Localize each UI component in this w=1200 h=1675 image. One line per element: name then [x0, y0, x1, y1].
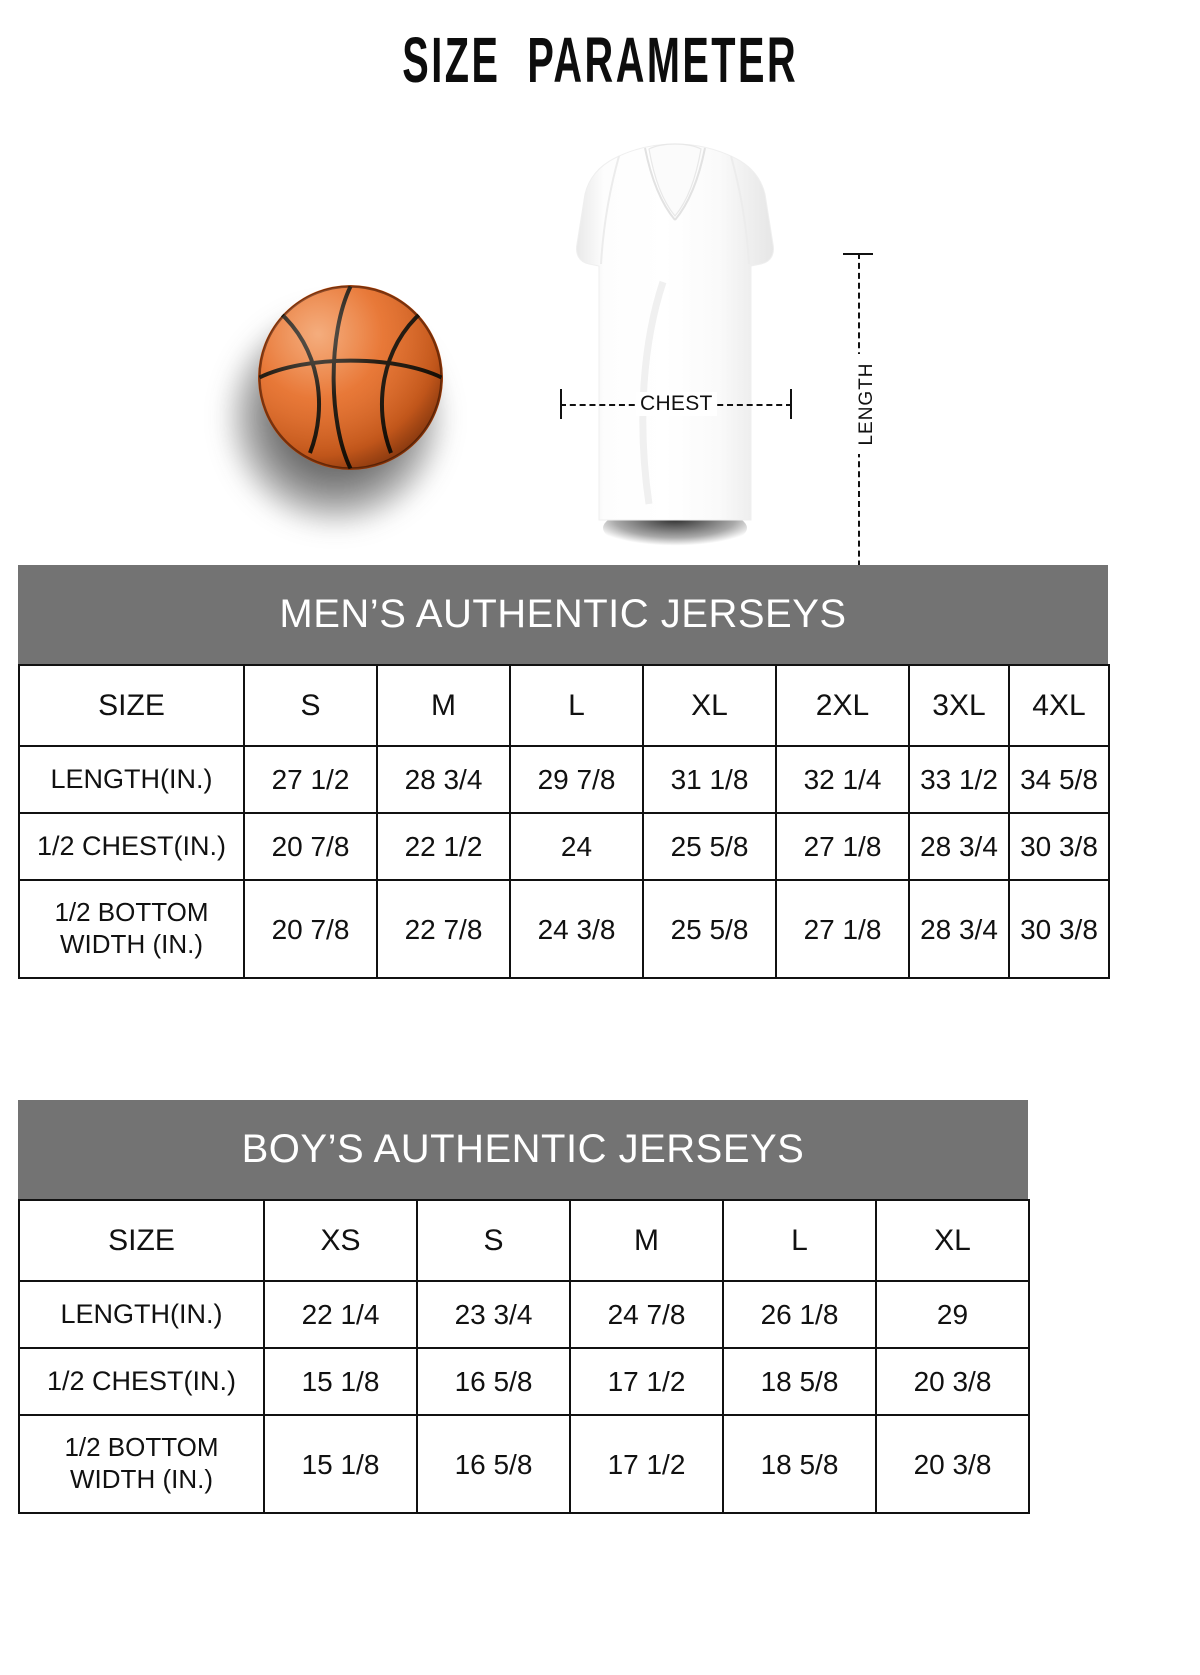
col-header-s: S [243, 663, 378, 748]
cell-chest-4xl: 30 3/8 [1008, 812, 1110, 882]
boy-col-header-m: M [569, 1198, 724, 1283]
col-header-3xl: 3XL [908, 663, 1010, 748]
boy-row-label-length: LENGTH(IN.) [18, 1280, 265, 1350]
table-row: SIZE S M L XL 2XL 3XL 4XL [18, 663, 1110, 748]
illustration-area: CHEST LENGTH [0, 120, 1200, 628]
mens-table-header: MEN’S AUTHENTIC JERSEYS [18, 565, 1108, 664]
boys-size-table: SIZE XS S M L XL LENGTH(IN.) 22 1/4 23 3… [18, 1198, 1030, 1514]
col-header-4xl: 4XL [1008, 663, 1110, 748]
cell-chest-s: 20 7/8 [243, 812, 378, 882]
table-row: LENGTH(IN.) 27 1/2 28 3/4 29 7/8 31 1/8 … [18, 745, 1110, 815]
cell-length-xl: 31 1/8 [642, 745, 777, 815]
table-row: 1/2 BOTTOM WIDTH (IN.) 20 7/8 22 7/8 24 … [18, 879, 1110, 979]
boy-col-header-s: S [416, 1198, 571, 1283]
boy-cell-length-l: 26 1/8 [722, 1280, 877, 1350]
cell-chest-xl: 25 5/8 [642, 812, 777, 882]
boy-cell-chest-s: 16 5/8 [416, 1347, 571, 1417]
table-row: 1/2 CHEST(IN.) 20 7/8 22 1/2 24 25 5/8 2… [18, 812, 1110, 882]
mens-size-table-block: MEN’S AUTHENTIC JERSEYS SIZE S M L XL 2X… [18, 565, 1110, 979]
col-header-2xl: 2XL [775, 663, 910, 748]
cell-length-s: 27 1/2 [243, 745, 378, 815]
cell-chest-3xl: 28 3/4 [908, 812, 1010, 882]
boy-cell-chest-xs: 15 1/8 [263, 1347, 418, 1417]
col-header-xl: XL [642, 663, 777, 748]
boy-cell-length-xl: 29 [875, 1280, 1030, 1350]
cell-length-4xl: 34 5/8 [1008, 745, 1110, 815]
cell-bottom-l: 24 3/8 [509, 879, 644, 979]
boy-cell-chest-xl: 20 3/8 [875, 1347, 1030, 1417]
cell-bottom-s: 20 7/8 [243, 879, 378, 979]
row-label-length: LENGTH(IN.) [18, 745, 245, 815]
cell-chest-2xl: 27 1/8 [775, 812, 910, 882]
cell-bottom-m: 22 7/8 [376, 879, 511, 979]
boy-cell-chest-l: 18 5/8 [722, 1347, 877, 1417]
boy-row-label-half-bottom-width: 1/2 BOTTOM WIDTH (IN.) [18, 1414, 265, 1514]
table-row: 1/2 BOTTOM WIDTH (IN.) 15 1/8 16 5/8 17 … [18, 1414, 1030, 1514]
boy-cell-bottom-l: 18 5/8 [722, 1414, 877, 1514]
mens-size-table: SIZE S M L XL 2XL 3XL 4XL LENGTH(IN.) 27… [18, 663, 1110, 979]
boy-cell-length-m: 24 7/8 [569, 1280, 724, 1350]
col-header-m: M [376, 663, 511, 748]
boy-cell-bottom-m: 17 1/2 [569, 1414, 724, 1514]
boy-col-header-l: L [722, 1198, 877, 1283]
cell-length-m: 28 3/4 [376, 745, 511, 815]
table-row: LENGTH(IN.) 22 1/4 23 3/4 24 7/8 26 1/8 … [18, 1280, 1030, 1350]
table-row: SIZE XS S M L XL [18, 1198, 1030, 1283]
boy-col-header-xl: XL [875, 1198, 1030, 1283]
cell-length-3xl: 33 1/2 [908, 745, 1010, 815]
col-header-l: L [509, 663, 644, 748]
chest-measure-cap-right [790, 389, 792, 419]
cell-bottom-2xl: 27 1/8 [775, 879, 910, 979]
chest-measure-label: CHEST [636, 392, 717, 416]
boy-cell-bottom-xs: 15 1/8 [263, 1414, 418, 1514]
boy-cell-length-xs: 22 1/4 [263, 1280, 418, 1350]
length-measure-label: LENGTH [853, 354, 881, 454]
page-title: SIZE PARAMETER [402, 24, 798, 96]
cell-chest-l: 24 [509, 812, 644, 882]
page-title-area: SIZE PARAMETER [0, 26, 1200, 94]
row-label-half-bottom-width: 1/2 BOTTOM WIDTH (IN.) [18, 879, 245, 979]
cell-bottom-4xl: 30 3/8 [1008, 879, 1110, 979]
boy-col-header-xs: XS [263, 1198, 418, 1283]
cell-length-l: 29 7/8 [509, 745, 644, 815]
boys-table-header: BOY’S AUTHENTIC JERSEYS [18, 1100, 1028, 1199]
cell-length-2xl: 32 1/4 [775, 745, 910, 815]
boy-col-header-size: SIZE [18, 1198, 265, 1283]
cell-bottom-xl: 25 5/8 [642, 879, 777, 979]
row-label-half-chest: 1/2 CHEST(IN.) [18, 812, 245, 882]
boy-row-label-half-chest: 1/2 CHEST(IN.) [18, 1347, 265, 1417]
boy-cell-bottom-s: 16 5/8 [416, 1414, 571, 1514]
boys-size-table-block: BOY’S AUTHENTIC JERSEYS SIZE XS S M L XL… [18, 1100, 1030, 1514]
basketball-icon [258, 285, 443, 470]
cell-bottom-3xl: 28 3/4 [908, 879, 1010, 979]
boy-cell-length-s: 23 3/4 [416, 1280, 571, 1350]
boy-cell-bottom-xl: 20 3/8 [875, 1414, 1030, 1514]
basketball-illustration [210, 270, 500, 560]
boy-cell-chest-m: 17 1/2 [569, 1347, 724, 1417]
cell-chest-m: 22 1/2 [376, 812, 511, 882]
col-header-size: SIZE [18, 663, 245, 748]
jersey-illustration [545, 132, 805, 547]
table-row: 1/2 CHEST(IN.) 15 1/8 16 5/8 17 1/2 18 5… [18, 1347, 1030, 1417]
